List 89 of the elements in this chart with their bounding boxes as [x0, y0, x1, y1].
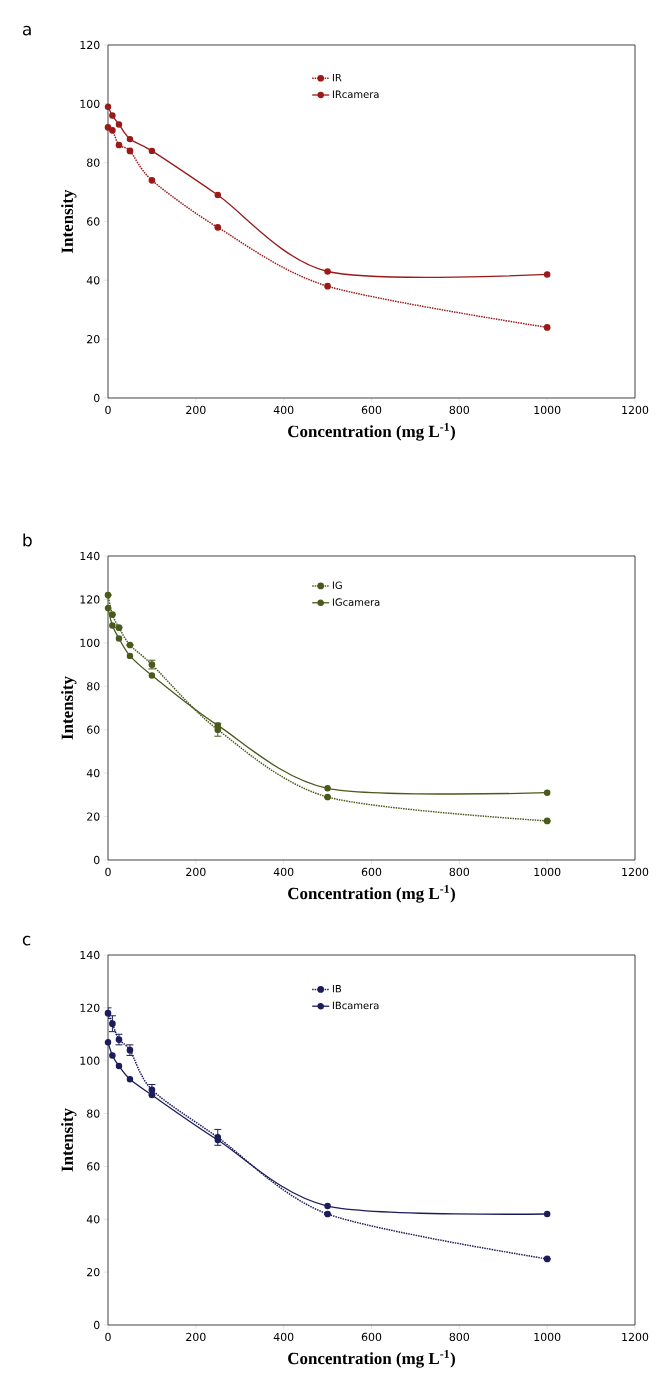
- chart-title: c: [22, 935, 31, 946]
- point: [148, 672, 156, 679]
- point: [126, 135, 134, 143]
- legend-label: IBcamera: [332, 1001, 379, 1010]
- x-tick-label: 800: [449, 1332, 470, 1342]
- y-tick-label: 20: [87, 1268, 100, 1277]
- y-tick-label: 0: [93, 1320, 100, 1330]
- point: [104, 604, 112, 612]
- y-tick-label: 120: [80, 40, 100, 50]
- point: [104, 103, 112, 110]
- y-tick-label: 80: [87, 682, 100, 691]
- legend-label: IB: [332, 985, 342, 993]
- y-tick-label: 140: [80, 551, 100, 561]
- x-tick-label: 0: [105, 1332, 111, 1342]
- legend-label: IG: [332, 581, 342, 589]
- x-tick-label: 200: [186, 867, 206, 877]
- x-tick-label: 800: [449, 867, 470, 877]
- y-tick-label: 80: [87, 1109, 100, 1118]
- point: [324, 1202, 331, 1210]
- legend-label: IRcamera: [332, 90, 379, 99]
- x-axis-title: Concentration (mg L$^{-1}$): [288, 884, 455, 903]
- point: [115, 141, 123, 149]
- x-axis-title: Concentration (mg L$^{-1}$): [288, 422, 455, 441]
- x-tick-label: 1200: [622, 867, 649, 877]
- point: [214, 224, 222, 231]
- legend-label: IR: [332, 73, 342, 82]
- point: [543, 324, 551, 331]
- y-axis-title: Intensity: [61, 676, 77, 740]
- x-tick-label: 1000: [534, 405, 561, 415]
- y-tick-label: 100: [80, 99, 100, 108]
- point: [543, 789, 551, 796]
- x-tick-label: 1200: [622, 1332, 649, 1342]
- point: [104, 591, 112, 599]
- x-tick-label: 600: [361, 405, 382, 415]
- y-tick-label: 40: [86, 276, 100, 285]
- point: [115, 635, 123, 642]
- point: [543, 271, 551, 278]
- x-tick-label: 1000: [534, 1332, 561, 1342]
- y-tick-label: 0: [93, 393, 100, 403]
- point: [324, 785, 331, 792]
- y-tick-label: 20: [87, 335, 100, 344]
- point: [115, 121, 123, 128]
- x-tick-label: 200: [186, 405, 206, 415]
- point: [109, 112, 116, 119]
- y-tick-label: 20: [87, 812, 100, 821]
- point: [148, 176, 156, 184]
- point: [126, 1075, 134, 1083]
- point: [543, 1210, 551, 1218]
- y-tick-label: 0: [93, 855, 100, 865]
- point: [109, 622, 116, 629]
- point: [109, 126, 116, 134]
- point: [324, 268, 331, 275]
- point: [126, 652, 134, 660]
- x-tick-label: 1200: [622, 405, 649, 415]
- x-tick-label: 800: [449, 405, 470, 415]
- point: [214, 191, 222, 199]
- y-tick-label: 120: [80, 1003, 100, 1012]
- x-tick-label: 400: [273, 1332, 294, 1342]
- y-tick-label: 100: [80, 638, 100, 647]
- y-tick-label: 60: [87, 217, 100, 226]
- y-axis-title: Intensity: [61, 189, 77, 253]
- point: [148, 147, 156, 155]
- point: [115, 1062, 123, 1070]
- chart-title: b: [23, 533, 32, 547]
- point: [104, 1038, 112, 1046]
- y-tick-label: 100: [80, 1056, 100, 1065]
- x-axis-title: Concentration (mg L$^{-1}$): [288, 1349, 455, 1368]
- point: [126, 147, 134, 155]
- x-tick-label: 200: [186, 1332, 206, 1342]
- point: [104, 124, 112, 131]
- legend-label: IGcamera: [332, 598, 380, 606]
- chart-title: a: [22, 25, 31, 36]
- x-tick-label: 400: [273, 405, 294, 415]
- point: [109, 1052, 116, 1059]
- x-tick-label: 0: [105, 867, 111, 877]
- y-tick-label: 40: [86, 769, 100, 778]
- y-tick-label: 120: [80, 595, 100, 604]
- y-tick-label: 140: [80, 950, 100, 960]
- x-tick-label: 400: [273, 867, 294, 877]
- x-tick-label: 600: [361, 867, 382, 877]
- y-tick-label: 40: [86, 1215, 100, 1224]
- x-tick-label: 0: [105, 405, 111, 415]
- x-tick-label: 600: [361, 1332, 382, 1342]
- y-tick-label: 80: [87, 158, 100, 167]
- point: [324, 282, 331, 290]
- y-tick-label: 60: [87, 1162, 100, 1171]
- y-axis-title: Intensity: [61, 1108, 77, 1172]
- y-tick-label: 60: [87, 725, 100, 734]
- x-tick-label: 1000: [534, 867, 561, 877]
